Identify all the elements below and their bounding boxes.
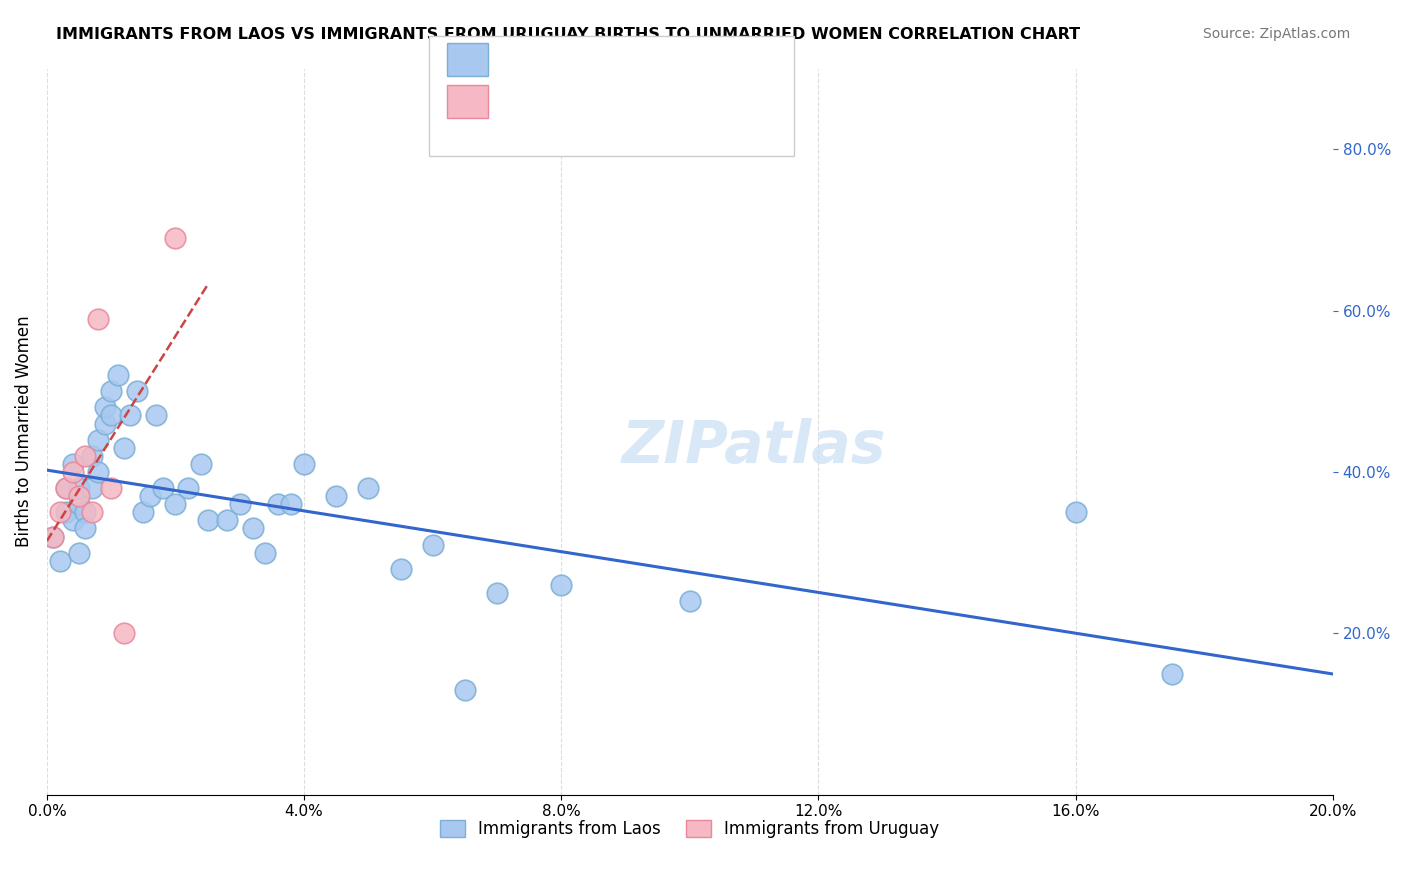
Point xyxy=(94,401,117,415)
Point xyxy=(152,481,174,495)
Point xyxy=(55,505,77,519)
Point xyxy=(87,311,110,326)
Point xyxy=(229,497,252,511)
Point xyxy=(357,481,380,495)
Text: N =: N = xyxy=(609,47,645,65)
Point xyxy=(550,578,572,592)
Point xyxy=(80,481,103,495)
Point xyxy=(80,505,103,519)
Point xyxy=(48,554,70,568)
Point xyxy=(292,457,315,471)
Point xyxy=(1064,505,1087,519)
Point xyxy=(80,449,103,463)
Text: IMMIGRANTS FROM LAOS VS IMMIGRANTS FROM URUGUAY BIRTHS TO UNMARRIED WOMEN CORREL: IMMIGRANTS FROM LAOS VS IMMIGRANTS FROM … xyxy=(56,27,1080,42)
Point xyxy=(94,417,117,431)
Text: -0.221: -0.221 xyxy=(534,47,593,65)
Point xyxy=(125,384,148,399)
Point xyxy=(177,481,200,495)
Point xyxy=(139,489,162,503)
Point xyxy=(197,513,219,527)
Point xyxy=(112,626,135,640)
Point xyxy=(87,465,110,479)
Point xyxy=(422,538,444,552)
Point xyxy=(62,513,84,527)
Point xyxy=(67,497,90,511)
Point xyxy=(42,529,65,543)
Point xyxy=(454,682,477,697)
Point xyxy=(75,505,97,519)
Point xyxy=(215,513,238,527)
Point xyxy=(67,546,90,560)
Point xyxy=(62,457,84,471)
Y-axis label: Births to Unmarried Women: Births to Unmarried Women xyxy=(15,316,32,548)
Point xyxy=(1161,666,1184,681)
Point xyxy=(62,465,84,479)
Point xyxy=(165,497,187,511)
Point xyxy=(67,481,90,495)
Point xyxy=(87,433,110,447)
Point xyxy=(132,505,155,519)
Text: 0.310: 0.310 xyxy=(534,89,586,107)
Point xyxy=(100,481,122,495)
Point xyxy=(55,481,77,495)
Point xyxy=(100,409,122,423)
Legend: Immigrants from Laos, Immigrants from Uruguay: Immigrants from Laos, Immigrants from Ur… xyxy=(433,813,946,845)
Text: N =: N = xyxy=(609,89,651,107)
Point xyxy=(55,481,77,495)
Text: R =: R = xyxy=(494,89,534,107)
Text: 48: 48 xyxy=(650,47,672,65)
Point xyxy=(100,384,122,399)
Point xyxy=(75,449,97,463)
Point xyxy=(485,586,508,600)
Text: 11: 11 xyxy=(650,89,672,107)
Text: ZIPatlas: ZIPatlas xyxy=(621,417,886,475)
Point xyxy=(325,489,347,503)
Point xyxy=(107,368,129,383)
Point xyxy=(254,546,277,560)
Point xyxy=(120,409,142,423)
Point xyxy=(165,231,187,245)
Point xyxy=(267,497,290,511)
Point xyxy=(190,457,212,471)
Point xyxy=(389,562,412,576)
Point xyxy=(75,521,97,535)
Point xyxy=(145,409,167,423)
Point xyxy=(48,505,70,519)
Point xyxy=(67,489,90,503)
Point xyxy=(112,441,135,455)
Point xyxy=(679,594,702,608)
Point xyxy=(42,529,65,543)
Text: Source: ZipAtlas.com: Source: ZipAtlas.com xyxy=(1202,27,1350,41)
Point xyxy=(242,521,264,535)
Text: R =: R = xyxy=(494,47,530,65)
Point xyxy=(280,497,302,511)
